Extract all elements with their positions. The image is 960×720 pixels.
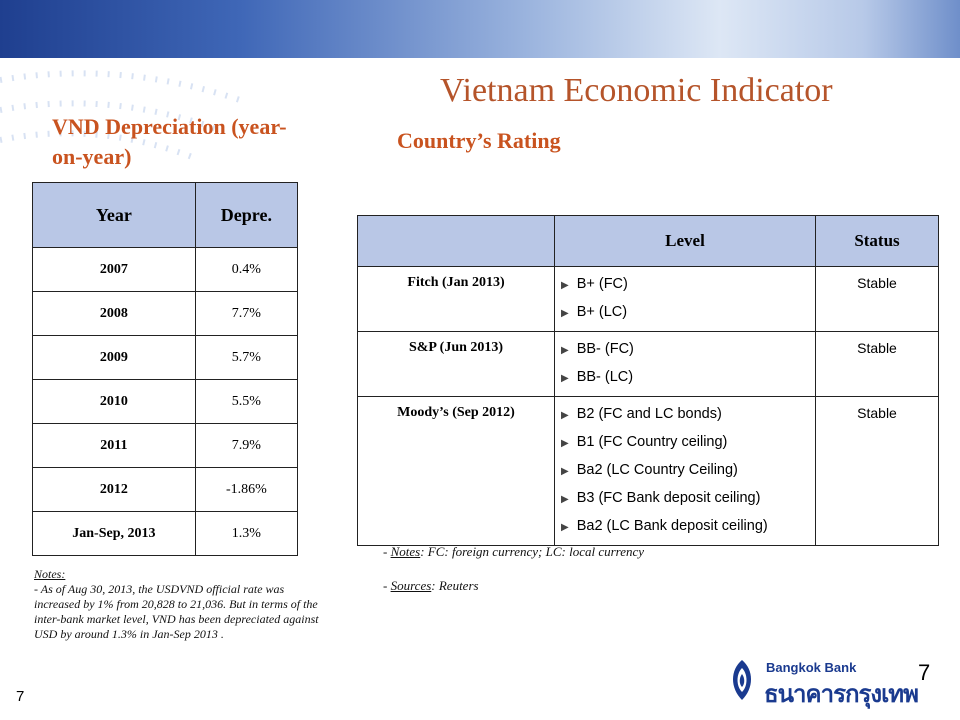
level-text: B1 (FC Country ceiling): [576, 434, 728, 450]
depreciation-heading: VND Depreciation (year-on-year): [52, 114, 287, 169]
level-text: Ba2 (LC Country Ceiling): [576, 462, 738, 478]
bullet-icon: ▶: [561, 410, 569, 421]
bullet-icon: ▶: [561, 345, 569, 356]
sources-text: : Reuters: [431, 578, 479, 593]
column-header-level: Level: [554, 215, 816, 267]
depre-cell: 5.7%: [194, 335, 299, 380]
level-text: Ba2 (LC Bank deposit ceiling): [576, 518, 768, 534]
notes-text: : FC: foreign currency; LC: local curren…: [420, 544, 645, 559]
list-item: ▶ Ba2 (LC Country Ceiling): [561, 457, 811, 485]
level-cell: ▶ B+ (FC) ▶ B+ (LC): [554, 266, 816, 332]
year-cell: Jan-Sep, 2013: [32, 511, 196, 556]
header-banner: [0, 0, 960, 58]
logo-english-text: Bangkok Bank: [766, 660, 857, 675]
page-title: Vietnam Economic Indicator: [440, 72, 833, 109]
level-cell: ▶ BB- (FC) ▶ BB- (LC): [554, 331, 816, 397]
list-item: ▶ B2 (FC and LC bonds): [561, 401, 811, 429]
lotus-logo-icon: [733, 660, 751, 700]
table-row: 2012 -1.86%: [32, 467, 299, 512]
table-row: 2009 5.7%: [32, 335, 299, 380]
page-number-corner: 7: [918, 660, 931, 685]
level-text: B+ (FC): [576, 276, 628, 292]
depreciation-table: Year Depre. 2007 0.4% 2008 7.7% 2009 5.7% 2…: [32, 182, 299, 556]
agency-cell: Moody’s (Sep 2012): [357, 396, 555, 546]
column-header-status: Status: [815, 215, 939, 267]
table-row: 2007 0.4%: [32, 247, 299, 292]
agency-cell: S&P (Jun 2013): [357, 331, 555, 397]
bullet-icon: ▶: [561, 438, 569, 449]
table-row: Jan-Sep, 2013 1.3%: [32, 511, 299, 556]
depre-cell: 0.4%: [194, 247, 299, 292]
agency-cell: Fitch (Jan 2013): [357, 266, 555, 332]
level-text: BB- (LC): [576, 369, 634, 385]
level-text: BB- (FC): [576, 341, 634, 357]
notes-label: Notes: [390, 544, 421, 559]
logo-thai-text: ธนาคารกรุงเทพ: [764, 680, 919, 708]
depreciation-notes: Notes: - As of Aug 30, 2013, the USDVND …: [34, 567, 319, 642]
status-cell: Stable: [815, 331, 939, 397]
page-number: 7: [16, 688, 25, 705]
depre-cell: 1.3%: [194, 511, 299, 556]
depre-cell: -1.86%: [194, 467, 299, 512]
sources-label: Sources: [390, 578, 432, 593]
year-cell: 2009: [32, 335, 196, 380]
depre-cell: 7.7%: [194, 291, 299, 336]
table-row: 2008 7.7%: [32, 291, 299, 336]
list-item: ▶ B+ (FC): [561, 271, 811, 299]
table-row: Moody’s (Sep 2012) ▶ B2 (FC and LC bonds)…: [357, 396, 939, 546]
notes-heading: Notes:: [34, 567, 66, 581]
depre-cell: 7.9%: [194, 423, 299, 468]
table-row: S&P (Jun 2013) ▶ BB- (FC) ▶ BB- (LC) Stabl…: [357, 331, 939, 397]
level-text: B3 (FC Bank deposit ceiling): [576, 490, 761, 506]
rating-heading: Country’s Rating: [397, 128, 561, 153]
list-item: ▶ B3 (FC Bank deposit ceiling): [561, 485, 811, 513]
level-text: B2 (FC and LC bonds): [576, 406, 722, 422]
column-header-depre: Depre.: [194, 182, 299, 248]
column-header-year: Year: [32, 182, 196, 248]
list-item: ▶ B+ (LC): [561, 299, 811, 327]
list-item: ▶ Ba2 (LC Bank deposit ceiling): [561, 513, 811, 541]
notes-line: - Notes: FC: foreign currency; LC: local…: [383, 544, 645, 559]
year-cell: 2011: [32, 423, 196, 468]
status-cell: Stable: [815, 396, 939, 546]
table-row: 2010 5.5%: [32, 379, 299, 424]
list-item: ▶ B1 (FC Country ceiling): [561, 429, 811, 457]
bullet-icon: ▶: [561, 373, 569, 384]
list-item: ▶ BB- (LC): [561, 364, 811, 392]
bullet-icon: ▶: [561, 522, 569, 533]
bullet-icon: ▶: [561, 280, 569, 291]
year-cell: 2007: [32, 247, 196, 292]
sources-line: - Sources: Reuters: [383, 578, 479, 593]
depre-cell: 5.5%: [194, 379, 299, 424]
level-cell: ▶ B2 (FC and LC bonds) ▶ B1 (FC Country ce…: [554, 396, 816, 546]
list-item: ▶ BB- (FC): [561, 336, 811, 364]
status-cell: Stable: [815, 266, 939, 332]
level-text: B+ (LC): [576, 304, 628, 320]
year-cell: 2008: [32, 291, 196, 336]
bullet-icon: ▶: [561, 466, 569, 477]
column-header-agency: [357, 215, 555, 267]
bullet-icon: ▶: [561, 494, 569, 505]
notes-text: - As of Aug 30, 2013, the USDVND officia…: [34, 582, 319, 641]
year-cell: 2012: [32, 467, 196, 512]
rating-notes: - Notes: FC: foreign currency; LC: local…: [383, 544, 644, 612]
table-row: Fitch (Jan 2013) ▶ B+ (FC) ▶ B+ (LC) Stabl…: [357, 266, 939, 332]
bangkok-bank-logo: Bangkok Bank ธนาคารกรุงเทพ: [726, 652, 946, 712]
bullet-icon: ▶: [561, 308, 569, 319]
table-row: 2011 7.9%: [32, 423, 299, 468]
rating-table: Level Status Fitch (Jan 2013) ▶ B+ (FC) ▶…: [357, 215, 939, 546]
year-cell: 2010: [32, 379, 196, 424]
